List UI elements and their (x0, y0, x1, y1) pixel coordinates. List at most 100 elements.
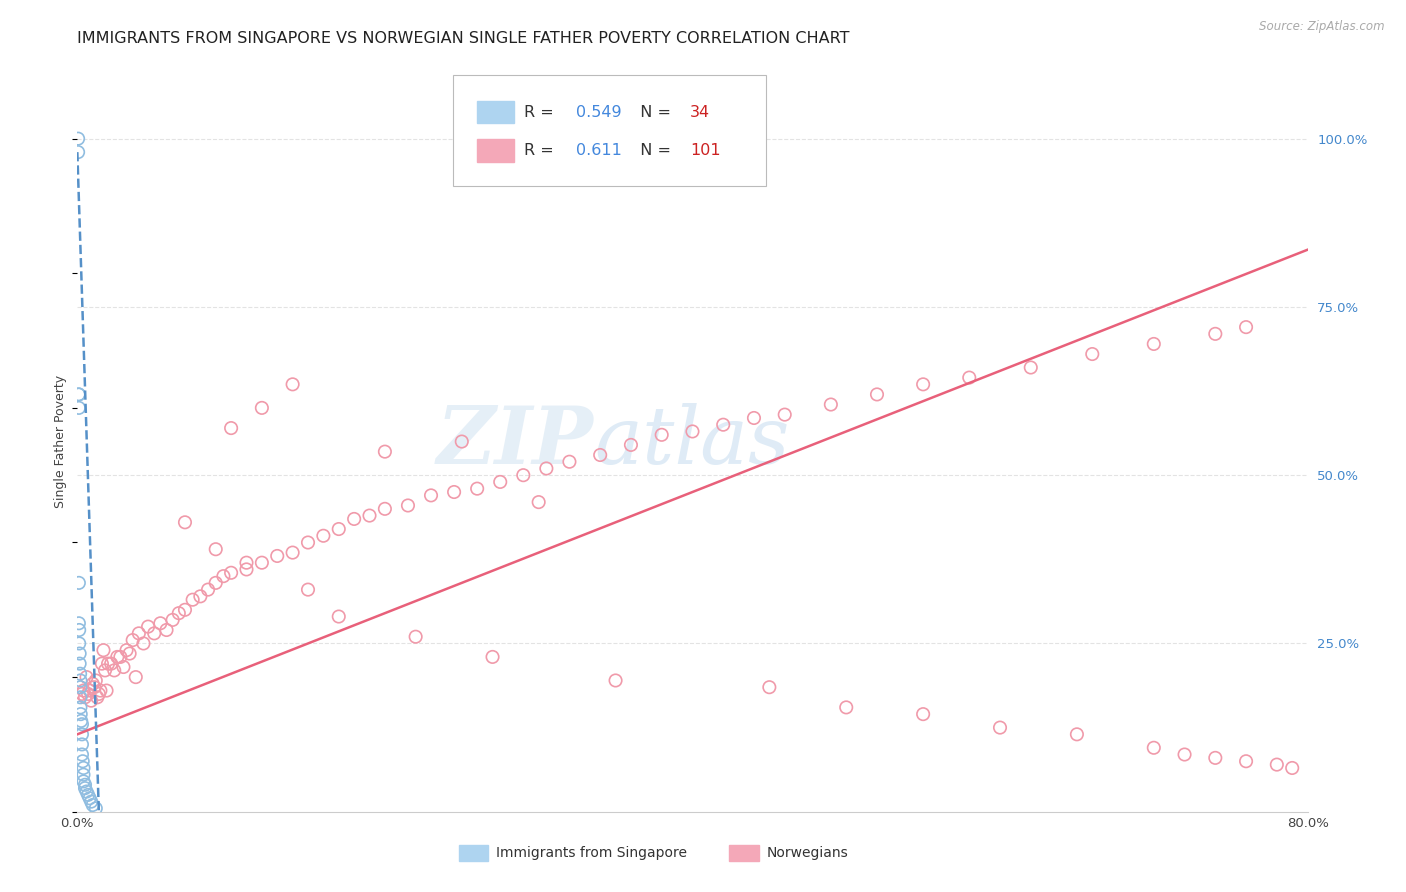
Point (80, 694, 103, 708)
Point (589, 448, 612, 462)
Point (77, 687, 100, 701)
Point (297, 535, 319, 549)
Point (83, 680, 105, 694)
Point (181, 592, 204, 607)
Point (1174, 747, 1197, 762)
Point (118, 647, 141, 661)
Point (67, 575, 90, 590)
Point (128, 626, 150, 640)
Point (328, 522, 350, 536)
Point (489, 475, 512, 489)
Text: atlas: atlas (595, 403, 789, 480)
Point (651, 427, 673, 442)
Point (94, 664, 117, 678)
Point (465, 482, 488, 496)
Point (1019, 360, 1042, 375)
Point (605, 673, 627, 688)
Point (155, 623, 177, 637)
Point (90, 657, 114, 671)
Point (1081, 347, 1104, 361)
Point (67, 636, 90, 650)
Point (343, 512, 366, 526)
Text: Norwegians: Norwegians (766, 847, 848, 860)
FancyBboxPatch shape (730, 845, 759, 862)
Point (72, 774, 94, 789)
Point (204, 542, 226, 557)
Point (76, 784, 98, 798)
Text: N =: N = (630, 143, 676, 158)
Point (79, 791, 101, 805)
Text: N =: N = (630, 104, 676, 120)
Point (84, 801, 107, 815)
Point (89, 683, 111, 698)
Point (69, 700, 91, 714)
Point (69, 666, 91, 681)
Point (405, 630, 427, 644)
Point (912, 707, 935, 722)
Text: Immigrants from Singapore: Immigrants from Singapore (496, 847, 686, 860)
FancyBboxPatch shape (458, 845, 488, 862)
Text: Source: ZipAtlas.com: Source: ZipAtlas.com (1260, 20, 1385, 33)
Point (620, 438, 643, 452)
Point (69, 647, 91, 661)
Point (420, 488, 443, 502)
Point (1204, 326, 1226, 341)
Point (86, 690, 108, 705)
Point (79, 683, 101, 698)
Point (1143, 337, 1166, 351)
Point (93, 643, 115, 657)
Point (73, 690, 96, 705)
Point (312, 529, 335, 543)
Y-axis label: Single Father Poverty: Single Father Poverty (53, 375, 67, 508)
Point (136, 619, 159, 633)
Point (682, 425, 704, 439)
Point (374, 501, 396, 516)
Point (1234, 754, 1257, 768)
Point (758, 680, 780, 694)
Point (1204, 751, 1226, 765)
Point (250, 556, 273, 570)
Point (162, 613, 184, 627)
Point (443, 485, 465, 500)
Point (115, 643, 138, 657)
Point (103, 664, 125, 678)
Point (820, 398, 842, 412)
Point (773, 408, 796, 422)
Point (100, 657, 122, 671)
Point (69, 680, 91, 694)
Text: 0.549: 0.549 (575, 104, 621, 120)
Text: R =: R = (524, 104, 558, 120)
Point (197, 582, 219, 597)
Point (174, 516, 197, 530)
Point (67, 616, 90, 631)
Point (67, 623, 90, 637)
Point (70, 714, 93, 728)
Point (69, 673, 91, 688)
Point (112, 660, 135, 674)
Point (527, 495, 550, 509)
Text: ZIP: ZIP (437, 403, 595, 480)
Point (125, 670, 148, 684)
Point (82, 677, 104, 691)
Point (82, 797, 104, 812)
Point (73, 781, 96, 796)
Point (512, 468, 534, 483)
Point (69, 657, 91, 671)
Point (76, 670, 98, 684)
Point (72, 761, 94, 775)
Point (149, 616, 172, 631)
Point (988, 721, 1011, 735)
Point (1265, 757, 1288, 772)
Point (96, 683, 118, 698)
Point (77, 788, 100, 802)
Point (297, 582, 319, 597)
Point (281, 546, 304, 560)
Point (167, 606, 190, 620)
Point (70, 687, 93, 701)
Point (73, 778, 96, 792)
Point (121, 633, 143, 648)
Point (957, 370, 980, 384)
Point (711, 417, 734, 432)
Text: 34: 34 (690, 104, 710, 120)
Point (67, 387, 90, 401)
